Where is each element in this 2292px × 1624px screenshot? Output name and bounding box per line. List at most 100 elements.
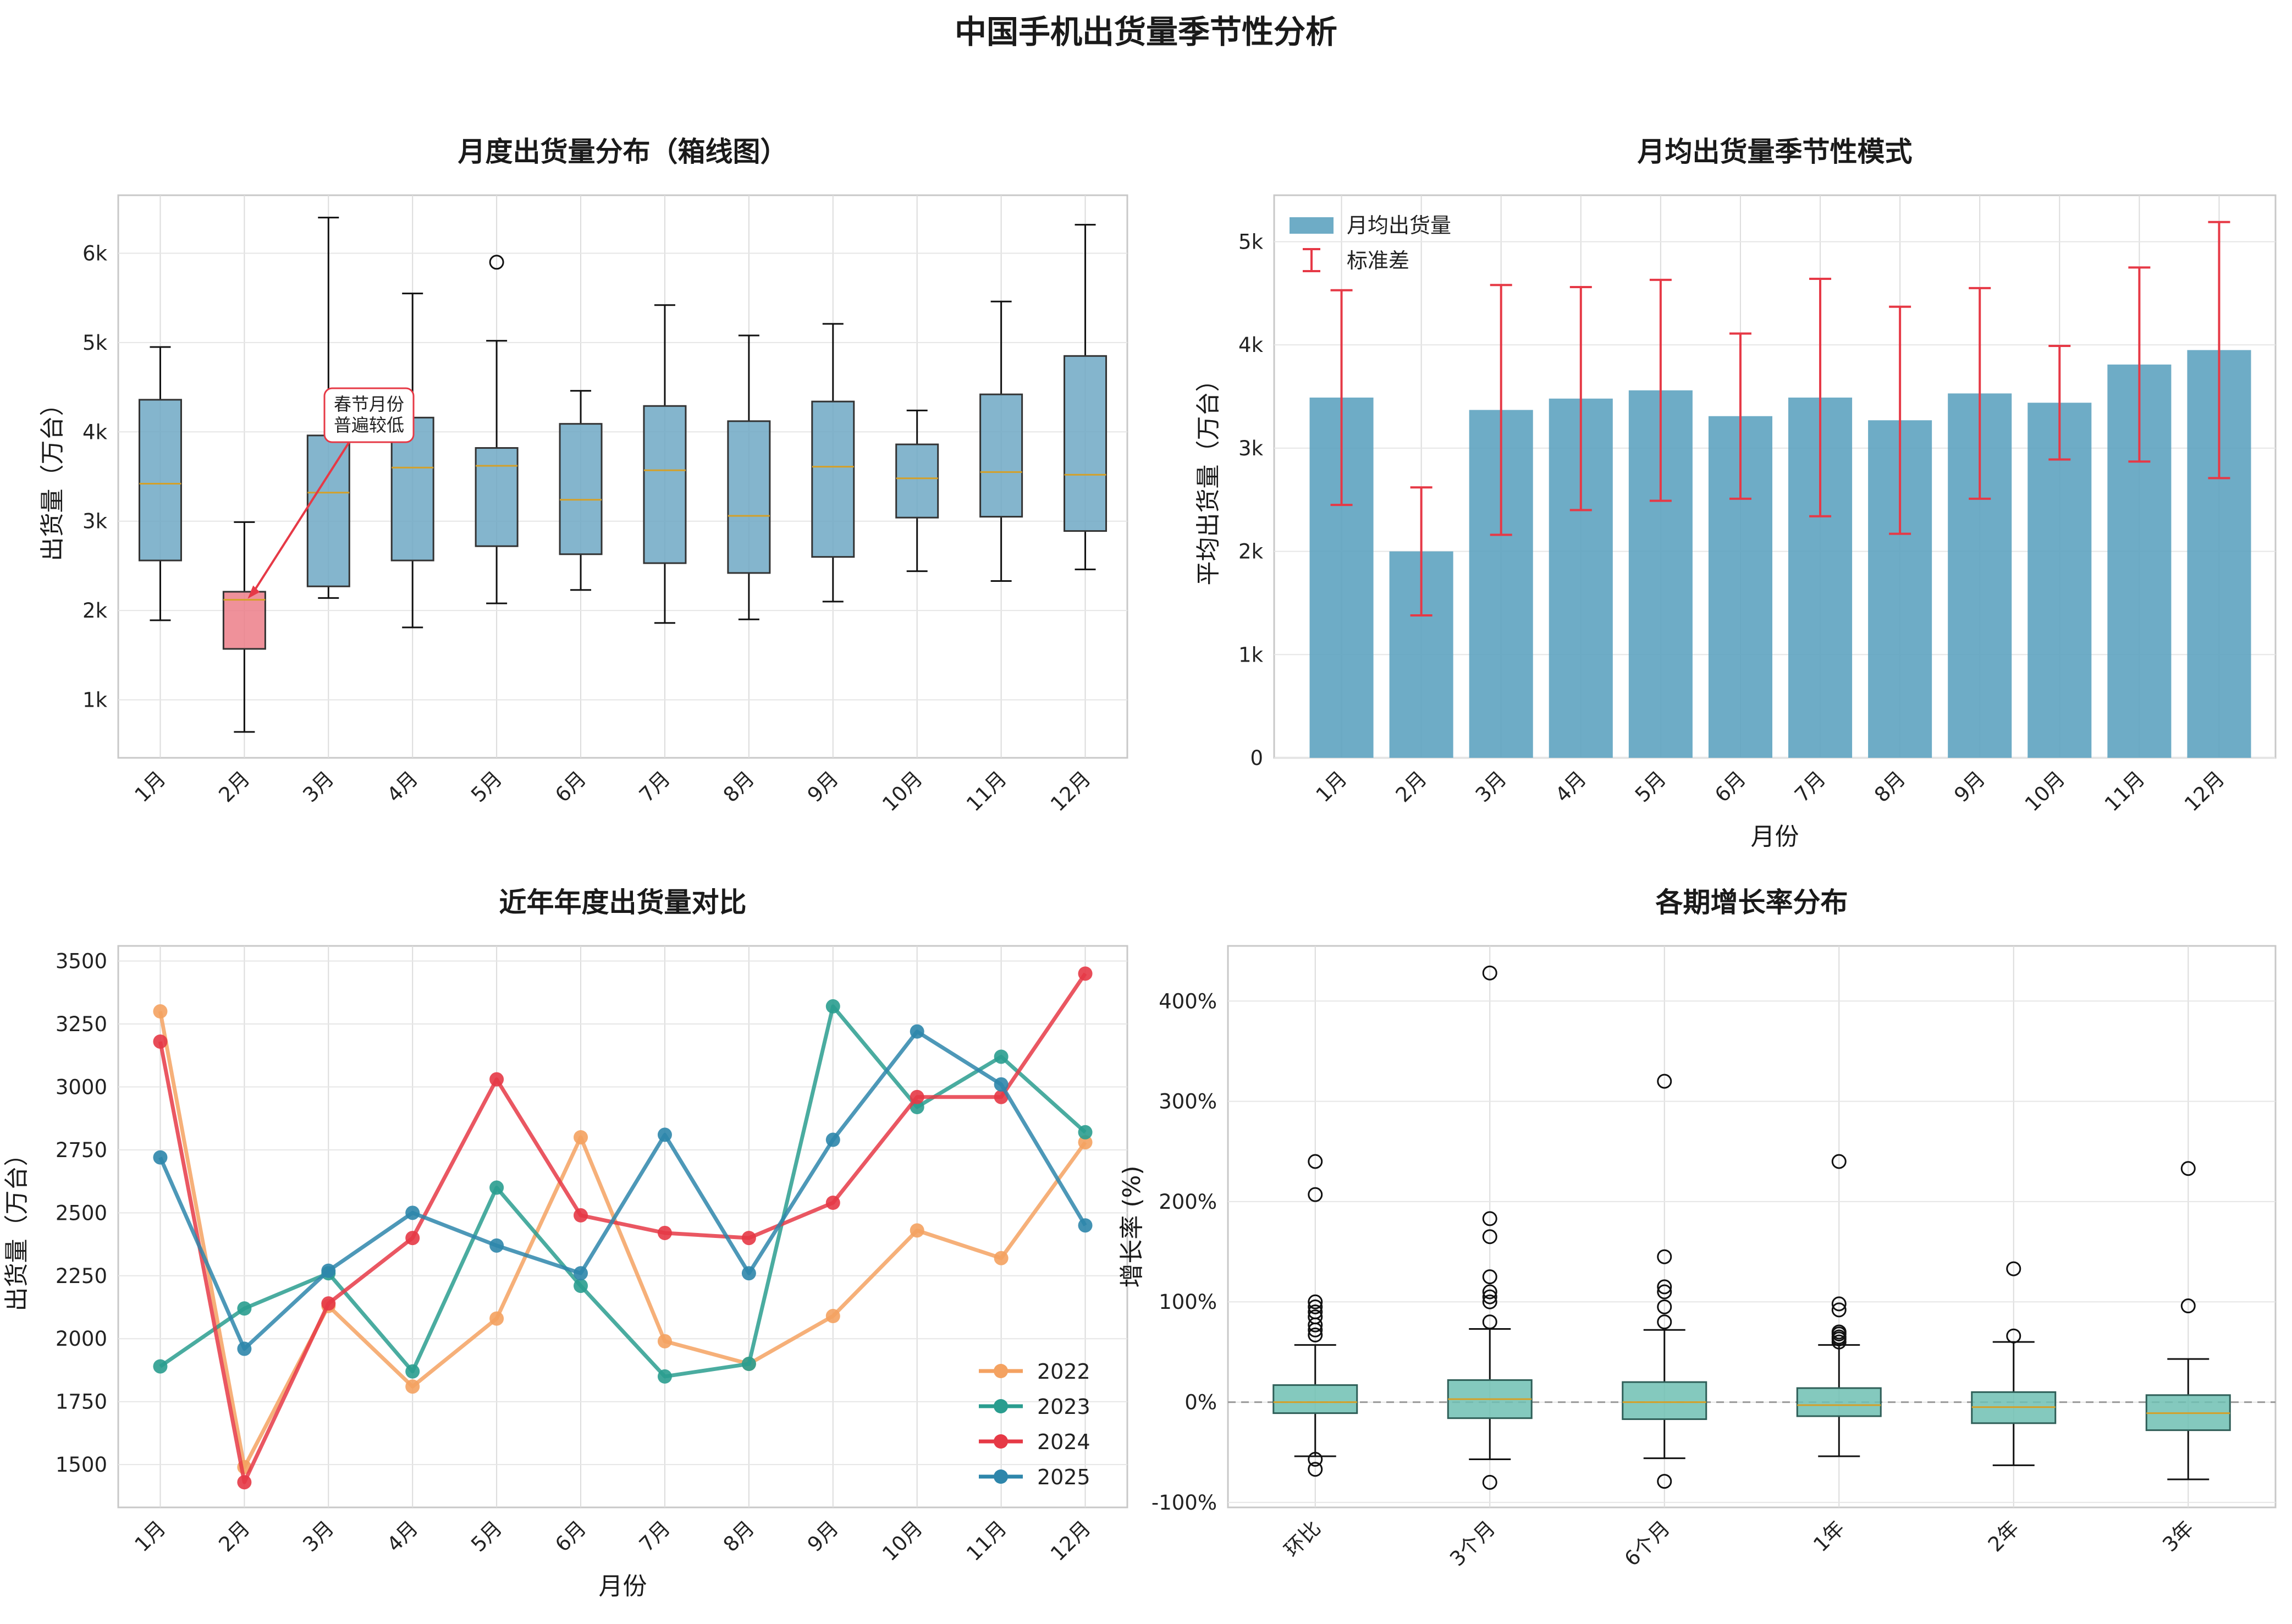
x-tick-label: 12月 xyxy=(1046,1516,1095,1566)
series-point-2024 xyxy=(153,1034,168,1049)
outlier-point xyxy=(1482,1474,1497,1490)
box-3 xyxy=(1796,1387,1882,1417)
y-tick-label: 3500 xyxy=(56,949,107,973)
series-point-2022 xyxy=(405,1379,420,1394)
series-point-2022 xyxy=(825,1309,840,1324)
x-tick-label: 1月 xyxy=(130,767,170,807)
y-tick-label: 2250 xyxy=(56,1264,107,1288)
outlier-point xyxy=(1308,1187,1323,1202)
outlier-point xyxy=(2180,1161,2196,1176)
series-point-2024 xyxy=(741,1231,756,1246)
y-tick-label: 0% xyxy=(1184,1391,1217,1414)
box-1 xyxy=(222,591,266,650)
x-tick-label: 1年 xyxy=(1809,1516,1849,1556)
x-tick-label: 5月 xyxy=(466,767,506,807)
series-point-2024 xyxy=(237,1475,252,1490)
series-point-2022 xyxy=(153,1004,168,1019)
figure-title: 中国手机出货量季节性分析 xyxy=(955,13,1337,51)
outlier-point xyxy=(1482,1284,1497,1300)
y-tick-label: 2750 xyxy=(56,1138,107,1162)
box-0 xyxy=(138,399,182,561)
outlier-point xyxy=(1657,1279,1672,1295)
series-point-2025 xyxy=(237,1341,252,1356)
y-tick-label: 2k xyxy=(82,599,108,623)
y-tick-label: 0 xyxy=(1250,746,1263,770)
series-point-2024 xyxy=(657,1225,672,1240)
outlier-point xyxy=(1308,1294,1323,1309)
x-tick-label: 6月 xyxy=(550,767,591,807)
y-tick-label: 4k xyxy=(82,420,108,444)
outlier-point xyxy=(2180,1298,2196,1314)
x-tick-label: 10月 xyxy=(878,767,927,816)
x-tick-label: 4月 xyxy=(382,1516,422,1556)
bar-9 xyxy=(2027,403,2092,758)
series-point-2023 xyxy=(994,1049,1009,1064)
panel-monthly-boxplot: 月度出货量分布（箱线图） 1月 2月 3月 4月 5月 6月 7月 8月 9月 10月 11月 12月 1… xyxy=(38,136,1128,816)
outlier-point xyxy=(1482,965,1497,981)
y-axis-label: 出货量（万台） xyxy=(3,1142,31,1312)
y-tick-label: 200% xyxy=(1159,1190,1217,1214)
y-tick-label: 1500 xyxy=(56,1453,107,1477)
annotation-arrow xyxy=(251,441,350,595)
series-point-2022 xyxy=(657,1334,672,1348)
series-point-2024 xyxy=(825,1196,840,1210)
outlier-point xyxy=(1831,1296,1847,1312)
series-point-2024 xyxy=(1078,966,1093,981)
x-axis-label: 月份 xyxy=(1751,823,1799,851)
panel-title: 月度出货量分布（箱线图） xyxy=(458,136,788,168)
box-6 xyxy=(643,405,687,564)
series-line-2025 xyxy=(158,1030,1087,1351)
legend-label: 2023 xyxy=(1037,1395,1090,1419)
x-tick-label: 10月 xyxy=(2020,767,2070,816)
outlier-point xyxy=(1482,1294,1497,1309)
series-point-2023 xyxy=(825,999,840,1014)
y-tick-label: 5k xyxy=(82,331,108,355)
x-tick-label: 8月 xyxy=(719,767,759,807)
series-point-2023 xyxy=(237,1301,252,1316)
outlier-point xyxy=(1831,1154,1847,1169)
y-tick-label: 6k xyxy=(82,242,108,266)
outlier-point xyxy=(1831,1302,1847,1318)
legend-label: 2024 xyxy=(1037,1430,1090,1454)
box-7 xyxy=(727,420,771,574)
box-2 xyxy=(306,434,350,587)
outlier-point xyxy=(1308,1299,1323,1314)
plot-area xyxy=(1227,945,2277,1509)
y-tick-label: 3250 xyxy=(56,1012,107,1036)
series-point-2022 xyxy=(1078,1135,1093,1150)
outlier-point xyxy=(1482,1289,1497,1304)
outlier-point xyxy=(1308,1462,1323,1477)
series-point-2022 xyxy=(489,1311,504,1326)
series-point-2025 xyxy=(1078,1218,1093,1233)
y-tick-label: -100% xyxy=(1151,1491,1217,1515)
x-tick-label: 12月 xyxy=(2180,767,2229,816)
x-tick-label: 9月 xyxy=(803,767,843,807)
outlier-point xyxy=(1482,1229,1497,1245)
panel-title: 近年年度出货量对比 xyxy=(499,887,747,918)
series-point-2023 xyxy=(574,1279,588,1293)
y-tick-label: 1k xyxy=(1238,643,1264,667)
x-tick-label: 4月 xyxy=(382,767,422,807)
outlier-point xyxy=(1308,1451,1323,1467)
x-tick-label: 2月 xyxy=(1391,767,1431,807)
series-point-2022 xyxy=(910,1223,924,1238)
box-10 xyxy=(979,393,1023,518)
x-tick-label: 1月 xyxy=(1312,767,1352,807)
box-2 xyxy=(1622,1381,1707,1421)
x-tick-label: 环比 xyxy=(1280,1516,1325,1562)
series-point-2025 xyxy=(489,1238,504,1253)
outlier-point xyxy=(1657,1284,1672,1300)
legend-label: 2022 xyxy=(1037,1359,1090,1384)
series-point-2025 xyxy=(994,1077,1009,1092)
series-point-2023 xyxy=(657,1369,672,1384)
panel-title: 月均出货量季节性模式 xyxy=(1638,136,1913,168)
y-tick-label: 3k xyxy=(1238,437,1264,460)
series-point-2024 xyxy=(574,1208,588,1223)
y-axis-label: 平均出货量（万台） xyxy=(1194,368,1222,586)
outlier-point xyxy=(1657,1299,1672,1314)
box-5 xyxy=(559,423,603,555)
legend-swatch-bar xyxy=(1290,217,1334,234)
annotation-text: 普遍较低 xyxy=(334,415,404,436)
